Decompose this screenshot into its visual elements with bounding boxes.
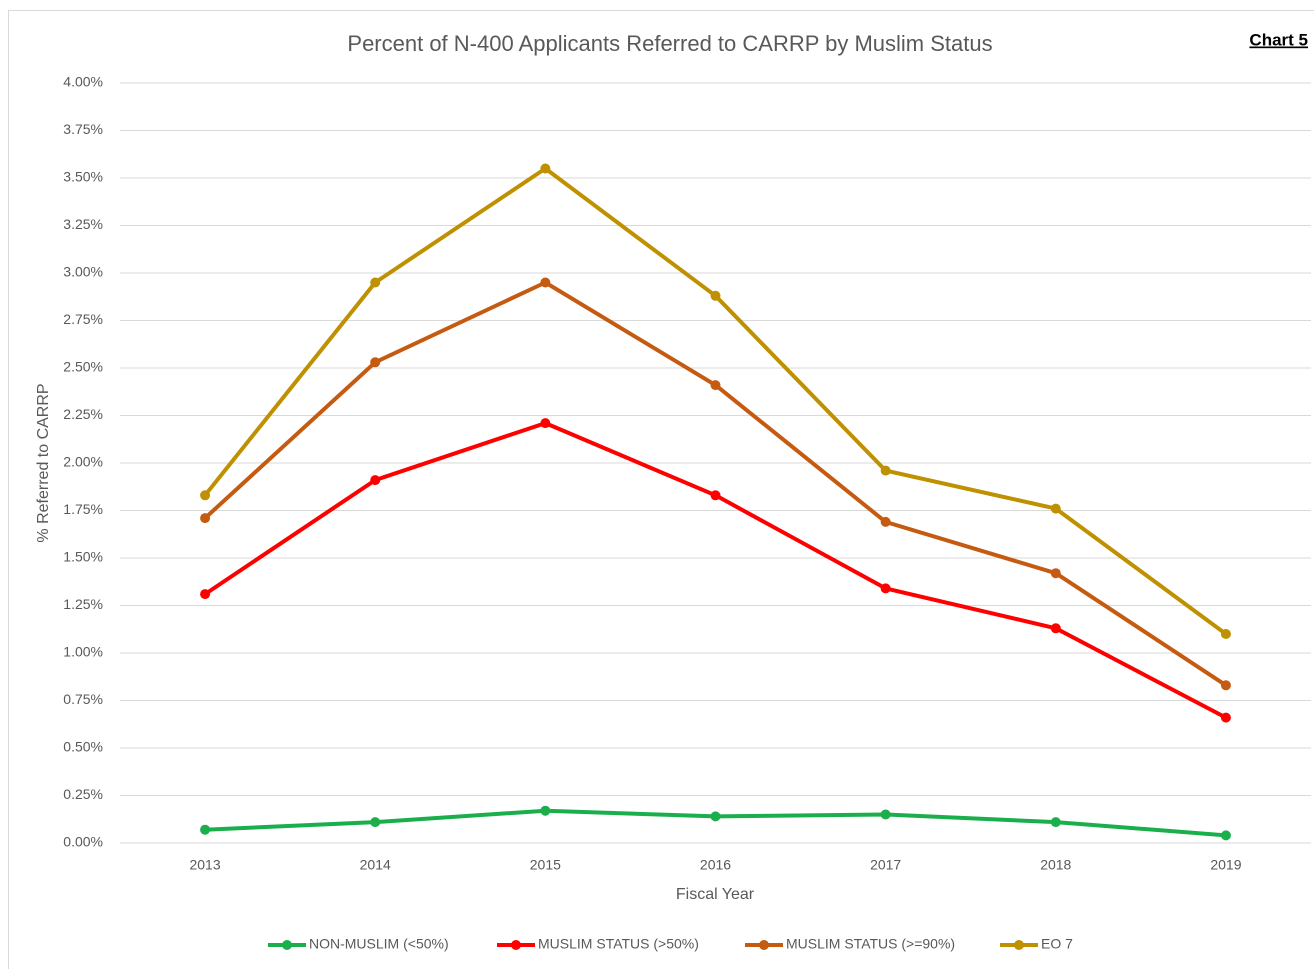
x-tick-label: 2013	[189, 857, 220, 873]
data-point	[200, 513, 211, 524]
chart-annotation: Chart 5	[1249, 30, 1308, 49]
data-point	[540, 163, 551, 174]
data-point	[1220, 680, 1231, 691]
x-tick-label: 2016	[700, 857, 731, 873]
x-axis-label: Fiscal Year	[676, 886, 755, 903]
data-point	[710, 380, 721, 391]
data-point	[200, 824, 211, 835]
data-point	[1220, 830, 1231, 841]
legend-marker	[759, 940, 769, 950]
y-tick-label: 2.75%	[63, 311, 103, 327]
x-tick-label: 2017	[870, 857, 901, 873]
y-tick-label: 0.50%	[63, 739, 103, 755]
x-tick-label: 2018	[1040, 857, 1071, 873]
data-point	[540, 805, 551, 816]
legend-marker	[1014, 940, 1024, 950]
data-point	[880, 465, 891, 476]
data-point	[1050, 817, 1061, 828]
legend-marker	[282, 940, 292, 950]
y-tick-label: 0.00%	[63, 834, 103, 850]
data-point	[880, 809, 891, 820]
legend-marker	[511, 940, 521, 950]
data-point	[1220, 629, 1231, 639]
data-point	[710, 290, 721, 301]
data-point	[1220, 712, 1231, 723]
y-tick-label: 0.75%	[63, 691, 103, 707]
data-point	[1050, 623, 1061, 634]
x-tick-label: 2014	[360, 857, 391, 873]
legend-label: NON-MUSLIM (<50%)	[309, 936, 449, 952]
y-tick-label: 1.50%	[63, 549, 103, 565]
data-point	[880, 583, 891, 594]
data-point	[710, 811, 721, 822]
y-tick-label: 1.75%	[63, 501, 103, 517]
x-tick-label: 2019	[1210, 857, 1241, 873]
data-point	[370, 475, 381, 486]
data-point	[880, 516, 891, 527]
data-point	[200, 490, 211, 501]
data-point	[540, 418, 551, 429]
y-tick-label: 4.00%	[63, 74, 103, 90]
data-point	[200, 589, 211, 600]
y-tick-label: 2.00%	[63, 454, 103, 470]
chart-title: Percent of N-400 Applicants Referred to …	[347, 31, 992, 56]
y-tick-label: 0.25%	[63, 786, 103, 802]
data-point	[1050, 568, 1061, 579]
data-point	[1050, 503, 1061, 514]
y-axis-label: % Referred to CARRP	[35, 383, 52, 542]
chart-frame	[8, 10, 1314, 969]
data-point	[370, 357, 381, 368]
data-point	[540, 277, 551, 288]
y-tick-label: 3.00%	[63, 264, 103, 280]
y-tick-label: 1.25%	[63, 596, 103, 612]
x-tick-label: 2015	[530, 857, 561, 873]
y-tick-label: 3.50%	[63, 169, 103, 185]
y-tick-label: 1.00%	[63, 644, 103, 660]
y-tick-label: 3.75%	[63, 121, 103, 137]
data-point	[710, 490, 721, 501]
data-point	[370, 277, 381, 288]
legend-label: MUSLIM STATUS (>50%)	[538, 936, 699, 952]
legend-label: MUSLIM STATUS (>=90%)	[786, 936, 955, 952]
legend-label: EO 7	[1041, 936, 1073, 952]
y-tick-label: 3.25%	[63, 216, 103, 232]
data-point	[370, 817, 381, 828]
y-tick-label: 2.50%	[63, 359, 103, 375]
y-tick-label: 2.25%	[63, 406, 103, 422]
